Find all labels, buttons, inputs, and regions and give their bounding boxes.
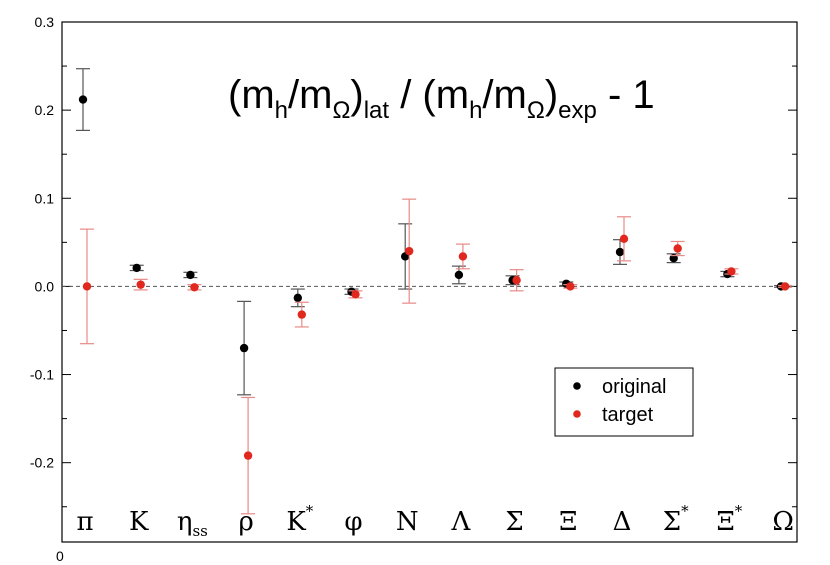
legend-marker-original <box>573 382 581 390</box>
y-tick-label: 0.1 <box>35 190 55 206</box>
legend-marker-target <box>573 410 581 418</box>
series-layer <box>76 68 793 515</box>
data-point-target <box>190 283 199 292</box>
x-axis-zero-label: 0 <box>56 548 64 564</box>
legend-label-target: target <box>602 404 654 426</box>
y-tick-label: 0.3 <box>35 14 55 30</box>
data-point-original <box>239 343 249 353</box>
data-point-target <box>780 282 790 291</box>
category-label: φ <box>344 507 362 537</box>
data-point-target <box>243 451 253 460</box>
chart-title: (mh/mΩ)lat / (mh/mΩ)exp - 1 <box>228 73 655 124</box>
category-label: Ξ <box>559 507 577 537</box>
y-tick-label: -0.2 <box>30 455 54 471</box>
category-label: ηss <box>177 507 208 540</box>
data-point-target <box>619 234 629 244</box>
data-point-original <box>454 270 464 280</box>
y-tick-label: -0.1 <box>30 367 54 383</box>
category-label: Ξ* <box>717 502 743 537</box>
category-label: ρ <box>238 507 253 537</box>
category-label: Ω <box>772 507 794 537</box>
category-label: π <box>76 507 93 537</box>
category-label: N <box>396 507 419 537</box>
data-point-original <box>132 263 141 273</box>
data-point-target <box>512 276 521 285</box>
data-point-target <box>566 282 575 291</box>
category-label: K <box>129 507 149 537</box>
category-label: Λ <box>451 507 472 537</box>
data-point-original <box>293 293 302 303</box>
series-target <box>80 198 793 515</box>
y-tick-label: 0.0 <box>35 278 55 294</box>
data-point-target <box>727 267 736 276</box>
data-point-target <box>136 280 145 289</box>
category-label: Δ <box>613 507 632 537</box>
legend-box <box>554 367 694 437</box>
data-point-original <box>615 247 625 257</box>
data-point-target <box>405 246 414 256</box>
category-label: Σ* <box>663 502 689 537</box>
category-label: K* <box>286 502 313 537</box>
y-tick-label: 0.2 <box>35 102 55 118</box>
data-point-target <box>458 252 468 261</box>
data-point-target <box>673 244 682 253</box>
data-point-target <box>351 290 360 299</box>
legend-label-original: original <box>602 376 666 398</box>
category-label: Σ <box>505 507 523 537</box>
data-point-original <box>78 95 88 104</box>
data-point-original <box>186 270 195 280</box>
legend: original target <box>554 367 694 437</box>
data-point-target <box>297 310 306 319</box>
data-point-target <box>82 282 92 291</box>
plot-frame <box>61 21 798 543</box>
